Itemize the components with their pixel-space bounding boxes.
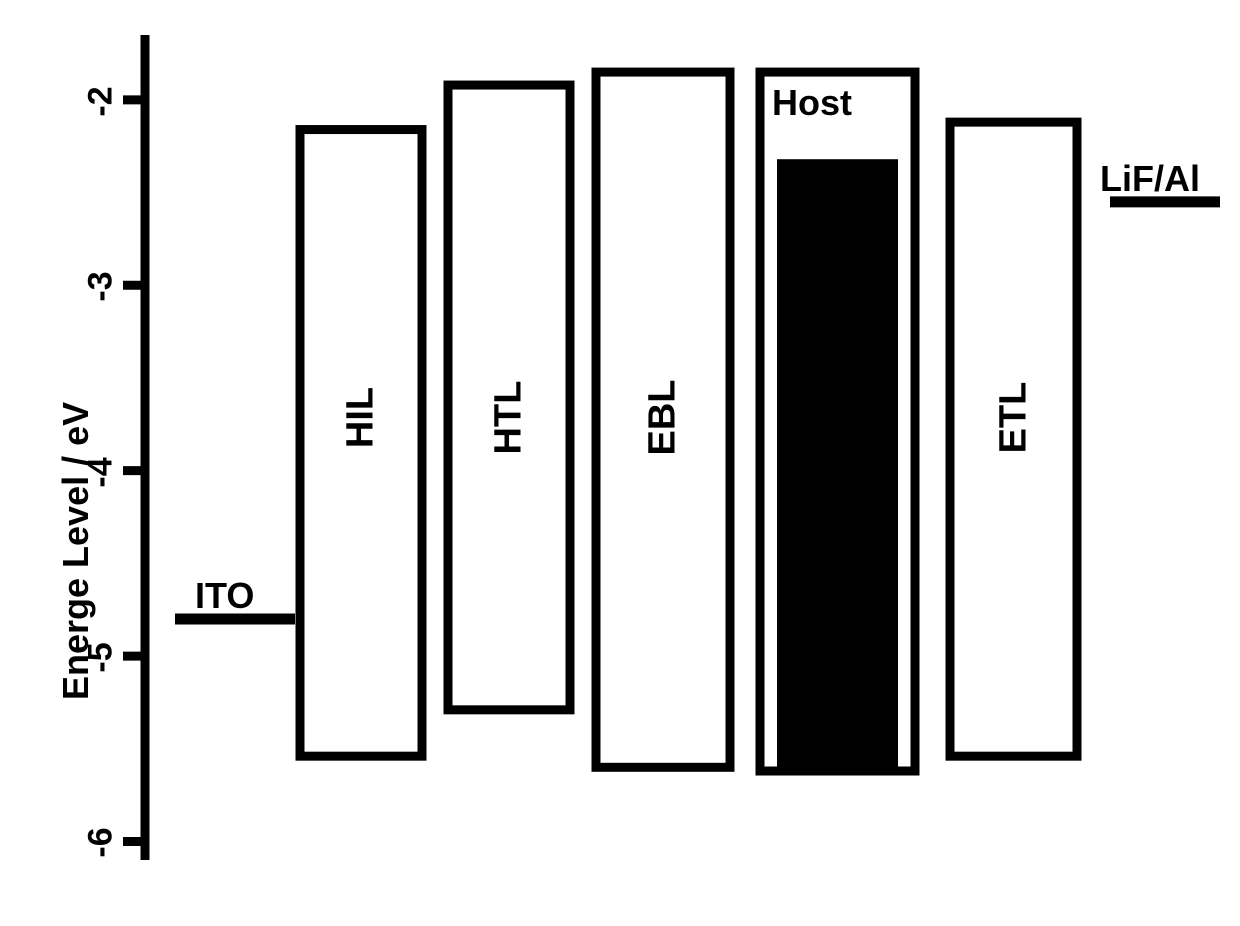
diagram-svg [0,0,1240,926]
y-tick-label: -2 [82,81,121,121]
layer-label-htl: HTL [488,338,531,498]
layer-label-etl: ETL [992,338,1035,498]
energy-level-diagram: Energe Level / eV -2-3-4-5-6HILHTLEBLHos… [0,0,1240,926]
y-tick-label: -6 [82,823,121,863]
y-tick-label: -3 [82,267,121,307]
electrode-label-lif-al: LiF/Al [1100,158,1200,200]
y-tick-label: -4 [82,452,121,492]
electrode-label-ito: ITO [195,575,254,617]
layer-label-hil: HIL [340,338,383,498]
layer-label-host: Host [772,82,852,124]
y-tick-label: -5 [82,638,121,678]
layer-label-ebl: EBL [642,338,685,498]
